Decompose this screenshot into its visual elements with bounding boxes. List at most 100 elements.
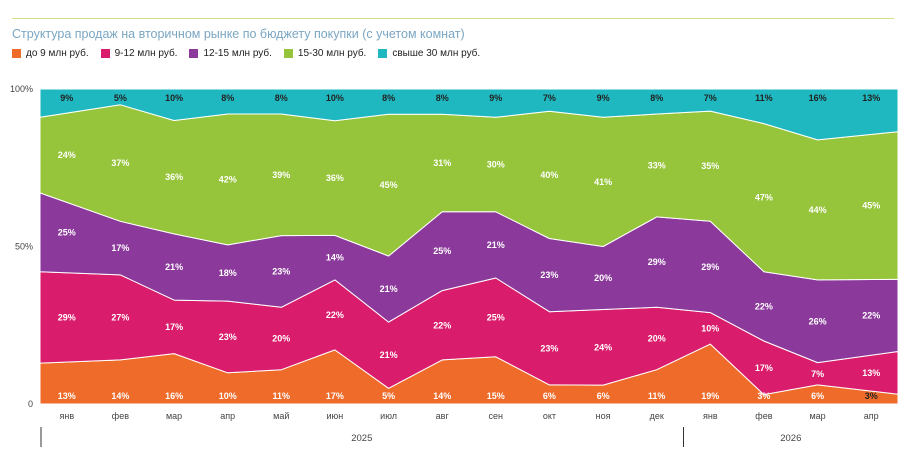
data-label: 15% [487, 391, 505, 401]
x-tick-label: мар [166, 411, 182, 421]
y-tick-label: 100% [10, 84, 33, 94]
legend-label: 15-30 млн руб. [297, 48, 367, 59]
data-label: 16% [809, 93, 827, 103]
legend-swatch [189, 49, 199, 58]
data-label: 9% [60, 93, 73, 103]
data-label: 18% [219, 268, 237, 278]
y-tick-label: 50% [15, 242, 33, 252]
data-label: 17% [755, 363, 773, 373]
data-label: 22% [755, 301, 773, 311]
data-label: 10% [701, 323, 719, 333]
data-label: 39% [272, 170, 290, 180]
y-tick-label: 0 [28, 399, 33, 409]
data-label: 37% [111, 158, 129, 168]
legend-label: свыше 30 млн руб. [392, 48, 481, 59]
data-label: 11% [755, 93, 773, 103]
data-label: 21% [380, 284, 398, 294]
data-label: 22% [862, 310, 880, 320]
data-label: 17% [165, 322, 183, 332]
data-label: 21% [380, 350, 398, 360]
data-label: 7% [811, 369, 824, 379]
x-tick-label: апр [220, 411, 235, 421]
data-label: 24% [594, 342, 612, 352]
data-label: 5% [382, 391, 395, 401]
data-label: 33% [648, 160, 666, 170]
data-label: 20% [648, 334, 666, 344]
data-label: 29% [701, 262, 719, 272]
data-label: 30% [487, 160, 505, 170]
data-label: 42% [219, 174, 237, 184]
data-label: 29% [58, 312, 76, 322]
data-label: 13% [58, 391, 76, 401]
data-label: 3% [865, 391, 878, 401]
data-label: 13% [862, 93, 880, 103]
x-tick-label: май [273, 411, 289, 421]
data-label: 10% [219, 391, 237, 401]
year-label: 2026 [780, 433, 801, 444]
data-label: 9% [597, 93, 610, 103]
x-tick-label: ноя [596, 411, 611, 421]
legend-swatch [283, 49, 293, 58]
x-tick-label: янв [59, 411, 74, 421]
legend-label: 9-12 млн руб. [114, 48, 178, 59]
data-label: 23% [540, 270, 558, 280]
data-label: 10% [326, 93, 344, 103]
chart-title: Структура продаж на вторичном рынке по б… [12, 27, 465, 41]
data-label: 35% [701, 161, 719, 171]
legend-item: 15-30 млн руб. [283, 48, 367, 59]
data-label: 14% [326, 253, 344, 263]
x-tick-label: дек [650, 411, 664, 421]
data-label: 7% [543, 93, 556, 103]
x-tick-label: апр [864, 411, 879, 421]
legend-swatch [12, 49, 21, 58]
data-label: 7% [704, 93, 717, 103]
data-label: 11% [273, 391, 291, 401]
data-label: 16% [165, 391, 183, 401]
x-tick-label: мар [809, 411, 825, 421]
legend-item: 9-12 млн руб. [100, 48, 178, 59]
x-tick-label: авг [436, 411, 450, 421]
data-label: 13% [862, 368, 880, 378]
data-label: 8% [382, 93, 395, 103]
data-label: 3% [757, 391, 770, 401]
data-label: 21% [487, 240, 505, 250]
data-label: 25% [433, 246, 451, 256]
data-label: 6% [811, 391, 824, 401]
data-label: 14% [111, 391, 129, 401]
x-tick-label: фев [755, 411, 772, 421]
data-label: 31% [433, 158, 451, 168]
data-label: 6% [543, 391, 556, 401]
legend-label: 12-15 млн руб. [203, 48, 272, 59]
data-label: 27% [111, 312, 129, 322]
data-label: 8% [650, 93, 663, 103]
data-label: 24% [58, 150, 76, 160]
legend-swatch [378, 49, 388, 58]
data-label: 23% [219, 332, 237, 342]
legend-item: свыше 30 млн руб. [378, 48, 480, 59]
legend-item: до 9 млн руб. [12, 48, 89, 59]
data-label: 45% [862, 201, 880, 211]
data-label: 36% [326, 173, 344, 183]
data-label: 22% [433, 320, 451, 330]
data-label: 11% [648, 391, 666, 401]
data-label: 8% [436, 93, 449, 103]
x-tick-label: сен [489, 411, 504, 421]
data-label: 23% [272, 267, 290, 277]
data-label: 26% [809, 316, 827, 326]
data-label: 17% [111, 243, 129, 253]
data-label: 25% [487, 312, 505, 322]
x-tick-label: июн [327, 411, 344, 421]
legend: до 9 млн руб. 9-12 млн руб. 12-15 млн руб.… [12, 48, 492, 59]
data-label: 25% [58, 227, 76, 237]
x-tick-label: янв [703, 411, 718, 421]
data-label: 44% [809, 205, 827, 215]
legend-item: 12-15 млн руб. [189, 48, 272, 59]
data-label: 5% [114, 93, 127, 103]
data-label: 20% [272, 334, 290, 344]
data-label: 8% [221, 93, 234, 103]
data-label: 6% [597, 391, 610, 401]
data-label: 20% [594, 273, 612, 283]
year-label: 2025 [351, 433, 372, 444]
data-label: 10% [165, 93, 183, 103]
